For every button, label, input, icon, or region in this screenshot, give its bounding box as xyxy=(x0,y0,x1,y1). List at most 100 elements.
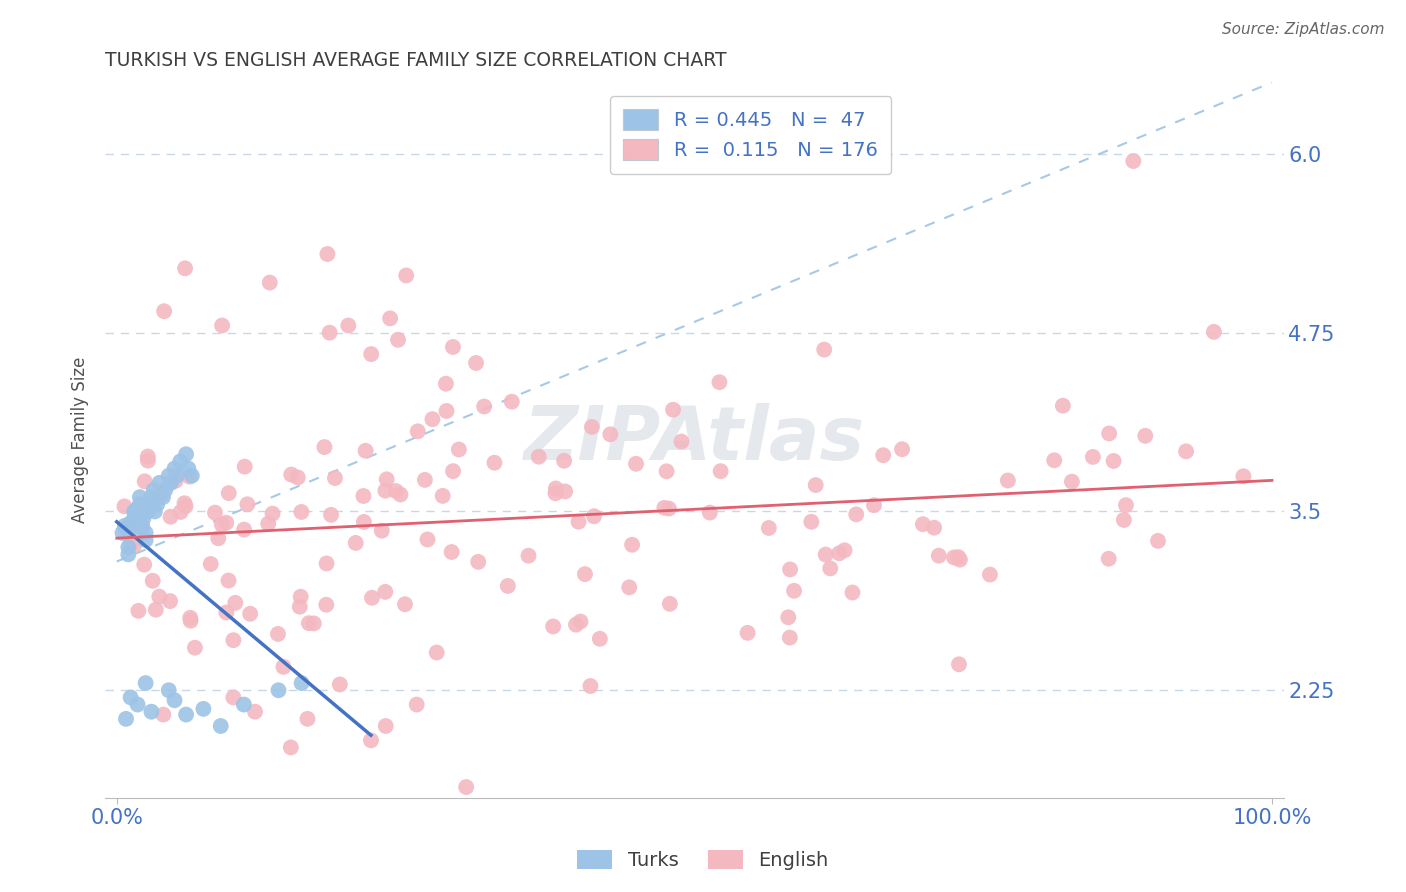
Point xyxy=(288,599,311,614)
Point xyxy=(378,311,401,326)
Point xyxy=(124,508,146,522)
Point xyxy=(544,482,567,496)
Point xyxy=(1098,426,1121,441)
Point xyxy=(1112,513,1135,527)
Point xyxy=(173,496,195,510)
Point xyxy=(465,356,488,370)
Point xyxy=(267,627,290,641)
Point xyxy=(758,521,780,535)
Point xyxy=(111,525,134,540)
Point xyxy=(779,562,801,576)
Text: TURKISH VS ENGLISH AVERAGE FAMILY SIZE CORRELATION CHART: TURKISH VS ENGLISH AVERAGE FAMILY SIZE C… xyxy=(105,51,727,70)
Point xyxy=(337,318,360,333)
Point xyxy=(467,555,489,569)
Point xyxy=(174,447,197,461)
Y-axis label: Average Family Size: Average Family Size xyxy=(72,357,89,523)
Point xyxy=(259,276,281,290)
Point xyxy=(163,461,186,475)
Point xyxy=(565,617,588,632)
Point xyxy=(329,677,352,691)
Point xyxy=(447,442,470,457)
Point xyxy=(143,504,166,518)
Point xyxy=(233,459,256,474)
Point xyxy=(165,474,187,488)
Point xyxy=(138,497,160,511)
Point xyxy=(315,598,337,612)
Point xyxy=(948,550,970,565)
Point xyxy=(828,546,851,560)
Point xyxy=(737,625,759,640)
Point xyxy=(146,497,169,511)
Point xyxy=(374,585,396,599)
Point xyxy=(236,497,259,511)
Point xyxy=(834,543,856,558)
Point xyxy=(134,558,156,572)
Point xyxy=(273,660,295,674)
Point xyxy=(1043,453,1066,467)
Point xyxy=(574,567,596,582)
Point xyxy=(122,504,145,518)
Point xyxy=(544,486,567,500)
Point xyxy=(319,508,342,522)
Point xyxy=(215,516,238,530)
Point xyxy=(135,525,157,540)
Text: Source: ZipAtlas.com: Source: ZipAtlas.com xyxy=(1222,22,1385,37)
Point xyxy=(115,522,138,536)
Point xyxy=(122,538,145,552)
Point xyxy=(1122,154,1144,169)
Point xyxy=(179,611,201,625)
Point xyxy=(501,394,523,409)
Point xyxy=(361,591,384,605)
Point xyxy=(287,470,309,484)
Point xyxy=(436,404,458,418)
Point xyxy=(136,504,159,518)
Point xyxy=(128,497,150,511)
Point xyxy=(157,683,180,698)
Point xyxy=(619,580,641,594)
Point xyxy=(136,453,159,467)
Point xyxy=(1102,454,1125,468)
Point xyxy=(841,585,863,599)
Point xyxy=(360,733,382,747)
Point xyxy=(928,549,950,563)
Point xyxy=(166,468,188,483)
Point xyxy=(159,509,181,524)
Point xyxy=(280,740,302,755)
Point xyxy=(218,486,240,500)
Point xyxy=(353,515,375,529)
Point xyxy=(315,557,337,571)
Point xyxy=(863,498,886,512)
Point xyxy=(394,597,416,611)
Point xyxy=(204,506,226,520)
Point xyxy=(155,483,177,497)
Point xyxy=(222,633,245,648)
Point xyxy=(152,490,174,504)
Point xyxy=(114,518,136,533)
Point xyxy=(134,475,156,489)
Point xyxy=(180,468,202,483)
Point xyxy=(157,468,180,483)
Point xyxy=(527,450,550,464)
Point xyxy=(541,619,564,633)
Point xyxy=(416,533,439,547)
Point xyxy=(233,523,256,537)
Point xyxy=(159,594,181,608)
Point xyxy=(142,574,165,588)
Point xyxy=(314,440,336,454)
Point xyxy=(891,442,914,457)
Point xyxy=(1060,475,1083,489)
Point xyxy=(948,657,970,672)
Point xyxy=(193,702,215,716)
Point xyxy=(375,472,398,486)
Text: ZIPAtlas: ZIPAtlas xyxy=(524,403,865,476)
Point xyxy=(174,707,197,722)
Point xyxy=(174,261,197,276)
Point xyxy=(145,603,167,617)
Point xyxy=(569,615,592,629)
Point xyxy=(239,607,262,621)
Point xyxy=(280,467,302,482)
Point xyxy=(911,517,934,532)
Point xyxy=(1202,325,1225,339)
Point xyxy=(117,540,139,554)
Point xyxy=(127,698,149,712)
